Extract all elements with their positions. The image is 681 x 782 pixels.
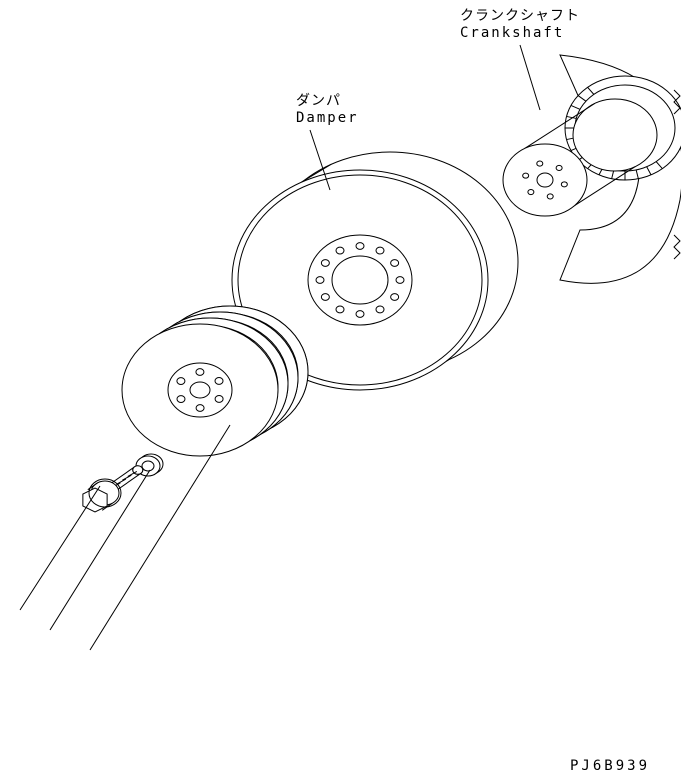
- crankshaft-label-en: Crankshaft: [460, 25, 564, 41]
- pulley: [122, 306, 308, 456]
- crankshaft-label-jp: クランクシャフト: [460, 8, 580, 24]
- exploded-diagram: ダンパ Damper クランクシャフト Crankshaft PJ6B939: [0, 0, 681, 782]
- damper-label-jp: ダンパ: [296, 93, 341, 109]
- crankshaft-assembly: [503, 55, 681, 283]
- bolt: [83, 466, 143, 512]
- damper-label-en: Damper: [296, 110, 359, 126]
- drawing-id: PJ6B939: [570, 758, 650, 774]
